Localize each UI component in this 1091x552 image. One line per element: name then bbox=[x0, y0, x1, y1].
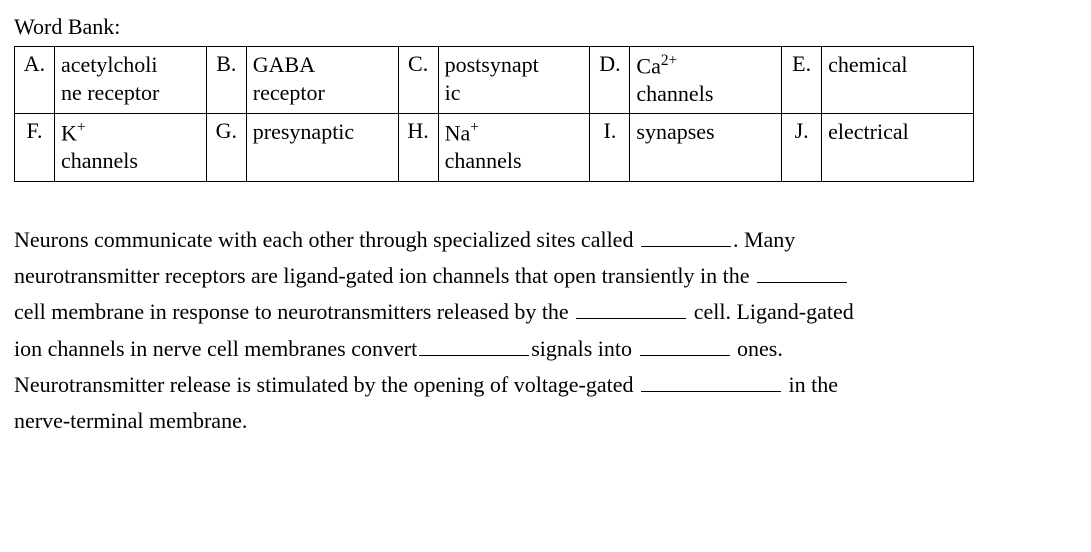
table-row: A. acetylcholine receptor B. GABArecepto… bbox=[15, 47, 974, 114]
bank-term: electrical bbox=[822, 114, 974, 181]
fill-blank[interactable] bbox=[576, 295, 686, 319]
bank-term: postsynaptic bbox=[438, 47, 590, 114]
passage-text: signals into bbox=[531, 336, 637, 361]
passage-text: Neurons communicate with each other thro… bbox=[14, 227, 639, 252]
bank-term-text: chemical bbox=[828, 51, 967, 79]
bank-letter: D. bbox=[590, 47, 630, 114]
bank-term: Na+channels bbox=[438, 114, 590, 181]
bank-term: chemical bbox=[822, 47, 974, 114]
bank-letter: C. bbox=[398, 47, 438, 114]
bank-term-text: presynaptic bbox=[253, 118, 392, 146]
bank-letter: E. bbox=[782, 47, 822, 114]
bank-term: K+channels bbox=[54, 114, 206, 181]
table-row: F. K+channels G. presynaptic H. Na+chann… bbox=[15, 114, 974, 181]
bank-term-text: electrical bbox=[828, 118, 967, 146]
passage-text: nerve-terminal membrane. bbox=[14, 408, 247, 433]
bank-letter: F. bbox=[15, 114, 55, 181]
bank-term-text: Ca2+channels bbox=[636, 51, 775, 107]
bank-letter: J. bbox=[782, 114, 822, 181]
bank-letter: H. bbox=[398, 114, 438, 181]
bank-letter: I. bbox=[590, 114, 630, 181]
bank-term-text: acetylcholine receptor bbox=[61, 51, 200, 106]
bank-term-text: GABAreceptor bbox=[253, 51, 392, 106]
bank-term-text: K+channels bbox=[61, 118, 200, 174]
fill-blank[interactable] bbox=[757, 259, 847, 283]
passage: Neurons communicate with each other thro… bbox=[14, 222, 1014, 440]
fill-blank[interactable] bbox=[419, 331, 529, 355]
bank-term: GABAreceptor bbox=[246, 47, 398, 114]
bank-letter: B. bbox=[206, 47, 246, 114]
passage-text: ones. bbox=[732, 336, 783, 361]
bank-term: Ca2+channels bbox=[630, 47, 782, 114]
bank-term-text: synapses bbox=[636, 118, 775, 146]
bank-term-text: Na+channels bbox=[445, 118, 584, 174]
bank-letter: A. bbox=[15, 47, 55, 114]
fill-blank[interactable] bbox=[641, 223, 731, 247]
word-bank-heading: Word Bank: bbox=[14, 14, 1077, 40]
passage-text: ion channels in nerve cell membranes con… bbox=[14, 336, 417, 361]
passage-text: neurotransmitter receptors are ligand-ga… bbox=[14, 263, 755, 288]
bank-term-text: postsynaptic bbox=[445, 51, 584, 106]
passage-text: in the bbox=[783, 372, 838, 397]
bank-letter: G. bbox=[206, 114, 246, 181]
word-bank-table: A. acetylcholine receptor B. GABArecepto… bbox=[14, 46, 974, 182]
passage-text: cell membrane in response to neurotransm… bbox=[14, 299, 574, 324]
passage-text: . Many bbox=[733, 227, 795, 252]
bank-term: acetylcholine receptor bbox=[54, 47, 206, 114]
passage-text: cell. Ligand-gated bbox=[688, 299, 854, 324]
bank-term: presynaptic bbox=[246, 114, 398, 181]
fill-blank[interactable] bbox=[641, 368, 781, 392]
page: Word Bank: A. acetylcholine receptor B. … bbox=[0, 0, 1091, 449]
passage-text: Neurotransmitter release is stimulated b… bbox=[14, 372, 639, 397]
bank-term: synapses bbox=[630, 114, 782, 181]
fill-blank[interactable] bbox=[640, 331, 730, 355]
